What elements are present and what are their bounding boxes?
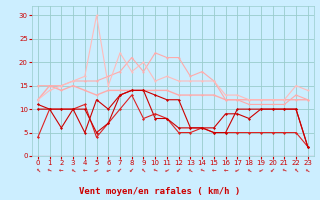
Text: ←: ← (46, 167, 53, 173)
Text: ←: ← (129, 168, 134, 172)
Text: ←: ← (117, 167, 123, 173)
Text: ←: ← (36, 168, 40, 172)
Text: ←: ← (257, 167, 264, 173)
Text: ←: ← (164, 167, 170, 173)
Text: ←: ← (281, 167, 287, 173)
Text: ←: ← (152, 167, 158, 173)
Text: ←: ← (211, 167, 217, 173)
Text: ←: ← (222, 167, 229, 173)
Text: ←: ← (59, 168, 64, 172)
Text: ←: ← (305, 167, 311, 173)
Text: ←: ← (140, 167, 147, 173)
Text: ←: ← (292, 167, 300, 173)
Text: ←: ← (175, 167, 182, 173)
Text: ←: ← (199, 167, 205, 173)
Text: ←: ← (247, 168, 252, 172)
Text: ←: ← (269, 167, 276, 173)
Text: ←: ← (94, 168, 99, 172)
Text: ←: ← (234, 167, 240, 173)
Text: ←: ← (105, 167, 112, 173)
Text: Vent moyen/en rafales ( km/h ): Vent moyen/en rafales ( km/h ) (79, 187, 241, 196)
Text: ←: ← (83, 168, 87, 172)
Text: ←: ← (70, 167, 76, 173)
Text: ←: ← (187, 167, 194, 173)
